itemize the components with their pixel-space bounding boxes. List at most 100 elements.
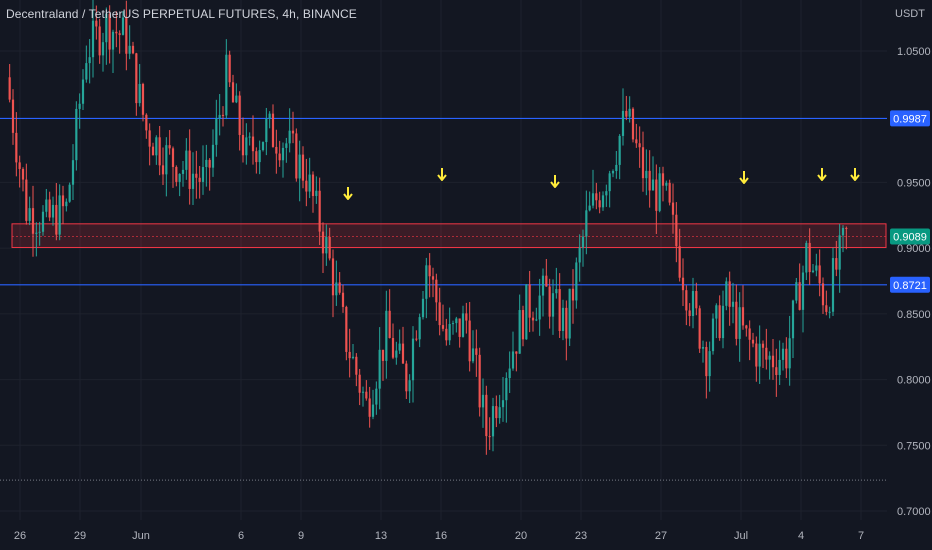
candle-body bbox=[185, 150, 188, 170]
arrow-head bbox=[437, 174, 447, 181]
candle-body bbox=[811, 270, 815, 273]
candle-body bbox=[285, 143, 288, 148]
candle-body bbox=[518, 310, 521, 354]
candle-body bbox=[841, 227, 845, 236]
candle-body bbox=[785, 348, 788, 369]
date-tick-label: Jun bbox=[132, 530, 150, 542]
date-tick-label: 20 bbox=[515, 530, 527, 542]
candle-body bbox=[551, 293, 555, 317]
candle-body bbox=[765, 347, 768, 360]
candle-body bbox=[435, 279, 438, 303]
price-tick-label: 0.8500 bbox=[897, 309, 931, 321]
candle-body bbox=[71, 160, 75, 185]
current-price-badge: 0.9089 bbox=[893, 231, 927, 243]
candle-body bbox=[328, 236, 331, 259]
resistance-zone-group bbox=[11, 223, 887, 248]
candle-body bbox=[35, 232, 38, 234]
candle-body bbox=[448, 323, 451, 341]
arrow-head bbox=[739, 177, 749, 184]
candle-body bbox=[808, 242, 811, 273]
date-tick-label: 27 bbox=[655, 530, 667, 542]
candle-body bbox=[558, 289, 561, 331]
candle-body bbox=[498, 407, 501, 419]
candle-body bbox=[295, 133, 298, 179]
date-tick-label: Jul bbox=[734, 530, 748, 542]
candle-body bbox=[758, 343, 761, 367]
time-axis: 26 29 Jun 6 9 13 16 20 23 27 Jul 4 7 bbox=[14, 530, 864, 542]
candle-body bbox=[608, 173, 611, 192]
candle-body bbox=[201, 167, 205, 182]
candle-body bbox=[708, 351, 711, 377]
candle-body bbox=[828, 311, 831, 313]
candle-body bbox=[91, 20, 95, 58]
candle-body bbox=[81, 79, 85, 104]
candle-body bbox=[741, 307, 745, 326]
candle-body bbox=[338, 282, 341, 293]
candles bbox=[8, 0, 848, 455]
candle-body bbox=[651, 179, 655, 191]
candle-body bbox=[15, 132, 18, 163]
candle-body bbox=[358, 374, 361, 393]
candle-body bbox=[145, 114, 148, 131]
candle-body bbox=[231, 82, 235, 103]
candle-body bbox=[255, 151, 258, 163]
candle-body bbox=[98, 26, 101, 56]
candle-body bbox=[288, 130, 291, 144]
candle-body bbox=[481, 394, 485, 408]
candle-body bbox=[781, 348, 785, 360]
date-tick-label: 26 bbox=[14, 530, 26, 542]
candle-body bbox=[125, 17, 128, 54]
date-tick-label: 6 bbox=[238, 530, 244, 542]
candle-body bbox=[515, 351, 518, 354]
date-tick-label: 23 bbox=[575, 530, 587, 542]
candle-body bbox=[711, 318, 715, 352]
candle-body bbox=[95, 20, 98, 27]
candle-body bbox=[248, 136, 251, 138]
candle-body bbox=[101, 42, 105, 56]
price-tick-label: 1.0500 bbox=[897, 46, 931, 58]
candle-body bbox=[465, 313, 468, 321]
candle-body bbox=[411, 338, 415, 381]
resistance-zone[interactable] bbox=[11, 223, 887, 248]
candle-body bbox=[391, 338, 395, 358]
candle-body bbox=[508, 368, 511, 379]
candle-body bbox=[115, 31, 118, 34]
price-tick-label: 0.8000 bbox=[897, 375, 931, 387]
candle-body bbox=[738, 307, 741, 339]
candle-body bbox=[788, 338, 791, 369]
candle-body bbox=[805, 242, 808, 273]
candle-body bbox=[365, 391, 368, 399]
candle-body bbox=[305, 180, 308, 192]
candle-body bbox=[265, 118, 268, 143]
candle-body bbox=[668, 182, 671, 203]
candle-body bbox=[495, 406, 498, 419]
candle-body bbox=[648, 170, 651, 191]
candle-body bbox=[191, 173, 195, 189]
arrow-head bbox=[343, 193, 353, 200]
date-tick-label: 16 bbox=[435, 530, 447, 542]
candle-body bbox=[235, 95, 238, 103]
down-arrow-icon bbox=[437, 168, 447, 181]
down-arrow-icon bbox=[817, 168, 827, 181]
candle-body bbox=[151, 146, 155, 156]
candle-body bbox=[701, 347, 705, 349]
candle-body bbox=[205, 159, 208, 168]
candle-body bbox=[141, 83, 145, 115]
candle-body bbox=[281, 147, 285, 161]
candle-body bbox=[521, 310, 525, 340]
candle-body bbox=[341, 292, 345, 307]
candle-body bbox=[801, 272, 805, 310]
level-price-badge-bg bbox=[890, 276, 930, 293]
candle-body bbox=[188, 150, 191, 189]
candle-body bbox=[65, 201, 68, 207]
candle-body bbox=[525, 284, 528, 340]
candle-body bbox=[165, 145, 168, 175]
candle-body bbox=[318, 190, 321, 232]
candle-body bbox=[831, 258, 835, 312]
candle-body bbox=[665, 182, 668, 186]
candle-body bbox=[721, 305, 725, 339]
candle-body bbox=[681, 277, 685, 291]
candle-body bbox=[388, 310, 391, 339]
candle-body bbox=[501, 400, 505, 408]
